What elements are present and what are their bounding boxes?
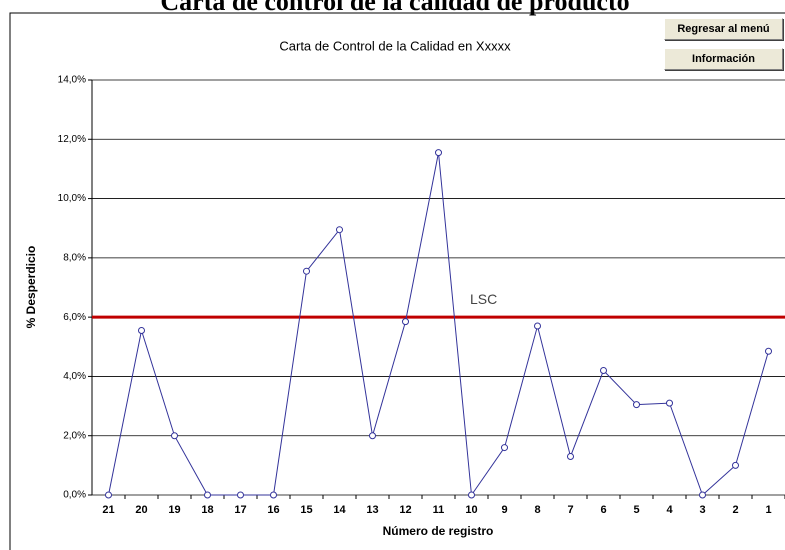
data-point (138, 326, 145, 334)
data-point (171, 432, 178, 440)
x-tick-label: 12 (399, 504, 411, 516)
data-point (765, 347, 772, 355)
x-tick-label: 14 (333, 504, 346, 516)
data-point (501, 444, 508, 452)
data-point (402, 318, 409, 326)
title-backdrop (200, 0, 600, 12)
x-tick-label: 13 (366, 504, 378, 516)
chart-frame (9, 12, 785, 550)
y-tick-label: 2,0% (63, 430, 86, 441)
x-tick-label: 8 (534, 504, 540, 516)
x-tick-label: 11 (433, 504, 445, 516)
y-tick-label: 4,0% (63, 371, 86, 382)
y-tick-label: 12,0% (58, 134, 86, 145)
data-point (105, 491, 112, 499)
x-tick-label: 20 (135, 504, 147, 516)
back-button[interactable]: Regresar al menú (664, 18, 783, 40)
y-tick-label: 6,0% (63, 312, 86, 323)
y-tick-label: 8,0% (63, 252, 86, 263)
x-axis-label: Número de registro (383, 524, 494, 538)
info-button[interactable]: Información (664, 48, 783, 70)
x-tick-label: 7 (567, 504, 573, 516)
data-point (567, 452, 574, 460)
data-line (108, 152, 769, 497)
reference-label: LSC (470, 291, 497, 307)
data-point (633, 401, 640, 409)
x-tick-label: 2 (732, 504, 738, 516)
x-tick-label: 15 (300, 504, 312, 516)
data-point (534, 322, 541, 330)
x-tick-label: 1 (765, 504, 771, 516)
x-tick-label: 4 (666, 504, 673, 516)
data-point (699, 491, 706, 499)
y-tick-label: 14,0% (58, 75, 86, 86)
x-tick-label: 21 (102, 504, 114, 516)
x-tick-label: 10 (465, 504, 477, 516)
x-tick-label: 16 (267, 504, 279, 516)
x-tick-label: 18 (201, 504, 213, 516)
data-point (303, 267, 310, 275)
data-point (336, 226, 343, 234)
data-point (369, 432, 376, 440)
y-tick-label: 10,0% (58, 193, 86, 204)
data-point (666, 399, 673, 407)
data-point (204, 491, 211, 499)
x-tick-label: 9 (501, 504, 507, 516)
page-title: Carta de control de la calidad de produc… (160, 0, 629, 16)
data-point (732, 461, 739, 469)
chart-title: Carta de Control de la Calidad en Xxxxx (279, 38, 511, 53)
x-tick-label: 17 (234, 504, 246, 516)
x-tick-label: 19 (168, 504, 180, 516)
data-point (468, 491, 475, 499)
data-point (270, 491, 277, 499)
x-tick-label: 5 (633, 504, 639, 516)
data-point (435, 149, 442, 157)
y-tick-label: 0,0% (63, 490, 86, 501)
data-point (600, 367, 607, 374)
x-tick-label: 6 (600, 504, 606, 516)
data-point (237, 491, 244, 499)
y-axis-label: % Desperdicio (24, 246, 38, 329)
x-tick-label: 3 (699, 504, 705, 516)
